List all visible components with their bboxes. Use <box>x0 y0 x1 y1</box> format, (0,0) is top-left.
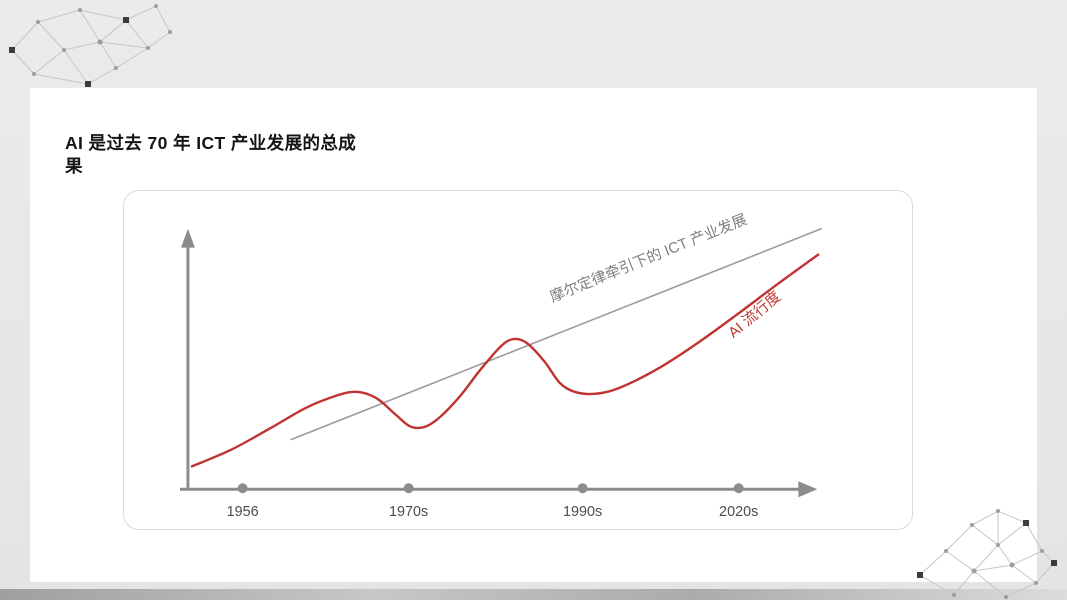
x-axis <box>180 481 818 498</box>
x-tick-label-1: 1970s <box>389 504 428 520</box>
slide-content: AI 是过去 70 年 ICT 产业发展的总成 果 摩尔定律牵引下的 ICT 产… <box>30 88 1037 582</box>
series-line-1 <box>190 253 820 468</box>
x-tick-label-3: 2020s <box>719 504 758 520</box>
slide-title: AI 是过去 70 年 ICT 产业发展的总成 果 <box>65 132 495 178</box>
series-label-0: 摩尔定律牵引下的 ICT 产业发展 <box>547 210 749 306</box>
y-axis-arrow <box>180 228 195 248</box>
series-label-1: AI 流行度 <box>725 288 784 342</box>
x-tick-label-0: 1956 <box>227 504 259 520</box>
bottom-edge-bar <box>0 589 1067 600</box>
slide-title-line-1: AI 是过去 70 年 ICT 产业发展的总成 <box>65 133 357 153</box>
network-decoration-top-left <box>9 4 172 87</box>
x-tick-label-2: 1990s <box>563 504 602 520</box>
x-tick-dot-2 <box>577 483 588 494</box>
y-axis <box>180 228 195 491</box>
x-tick-dot-3 <box>733 483 744 494</box>
series-line-0 <box>290 227 823 441</box>
network-decoration-bottom-right <box>917 509 1057 599</box>
x-axis-arrow <box>798 481 818 498</box>
chart-card: 摩尔定律牵引下的 ICT 产业发展 AI 流行度 1956 1970s 1990s 202… <box>123 190 913 530</box>
x-tick-dot-0 <box>237 483 248 494</box>
slide-title-line-2: 果 <box>65 156 83 177</box>
x-tick-dot-1 <box>403 483 414 494</box>
